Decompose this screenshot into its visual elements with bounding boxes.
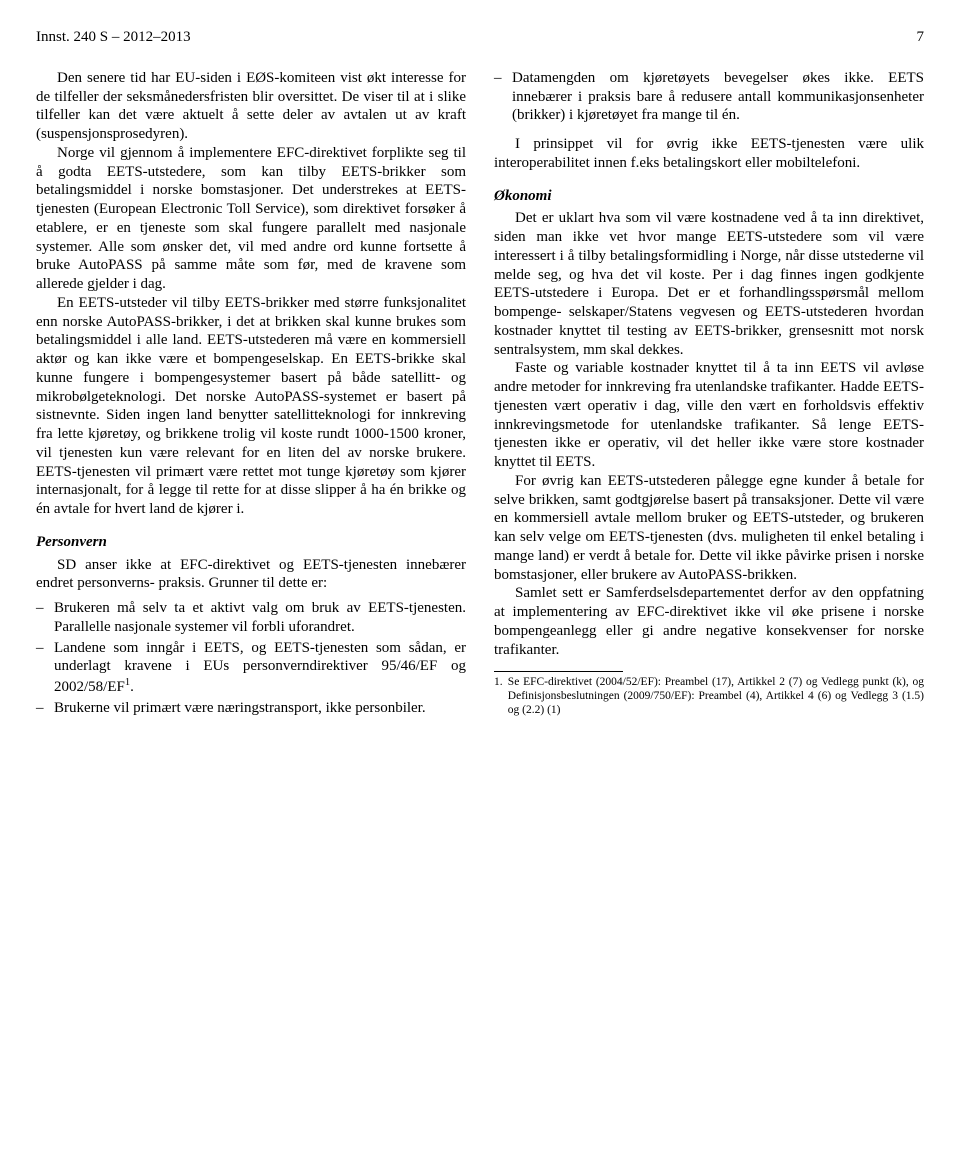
body-paragraph: Samlet sett er Samferdselsdepartementet … [494,584,924,659]
body-paragraph: For øvrig kan EETS-utstederen pålegge eg… [494,472,924,585]
footnote-text: Se EFC-direktivet (2004/52/EF): Preambel… [508,676,924,717]
body-paragraph: Det er uklart hva som vil være kostnaden… [494,209,924,359]
body-paragraph: Faste og variable kostnader knyttet til … [494,359,924,472]
list-item: Datamengden om kjøretøyets bevegelser øk… [494,69,924,125]
page-number: 7 [917,28,925,47]
list-item-text: Landene som inngår i EETS, og EETS-tjene… [54,640,466,696]
body-paragraph: Den senere tid har EU-siden i EØS-komite… [36,69,466,144]
list-item: Brukeren må selv ta et aktivt valg om br… [36,599,466,637]
document-ref: Innst. 240 S – 2012–2013 [36,28,191,47]
body-paragraph: SD anser ikke at EFC-direktivet og EETS-… [36,556,466,594]
text-columns: Den senere tid har EU-siden i EØS-komite… [36,69,924,719]
section-heading-personvern: Personvern [36,533,466,552]
body-paragraph: I prinsippet vil for øvrig ikke EETS-tje… [494,135,924,173]
list-item: Brukerne vil primært være næringstranspo… [36,699,466,718]
page-header: Innst. 240 S – 2012–2013 7 [36,28,924,47]
footnote-number: 1. [494,676,508,717]
list-item-text: . [130,679,134,695]
section-heading-okonomi: Økonomi [494,187,924,206]
list-item: Landene som inngår i EETS, og EETS-tjene… [36,639,466,697]
body-paragraph: En EETS-utsteder vil tilby EETS-brikker … [36,294,466,519]
footnote-separator [494,671,623,672]
body-paragraph: Norge vil gjennom å implementere EFC-dir… [36,144,466,294]
footnote: 1. Se EFC-direktivet (2004/52/EF): Pream… [494,676,924,717]
